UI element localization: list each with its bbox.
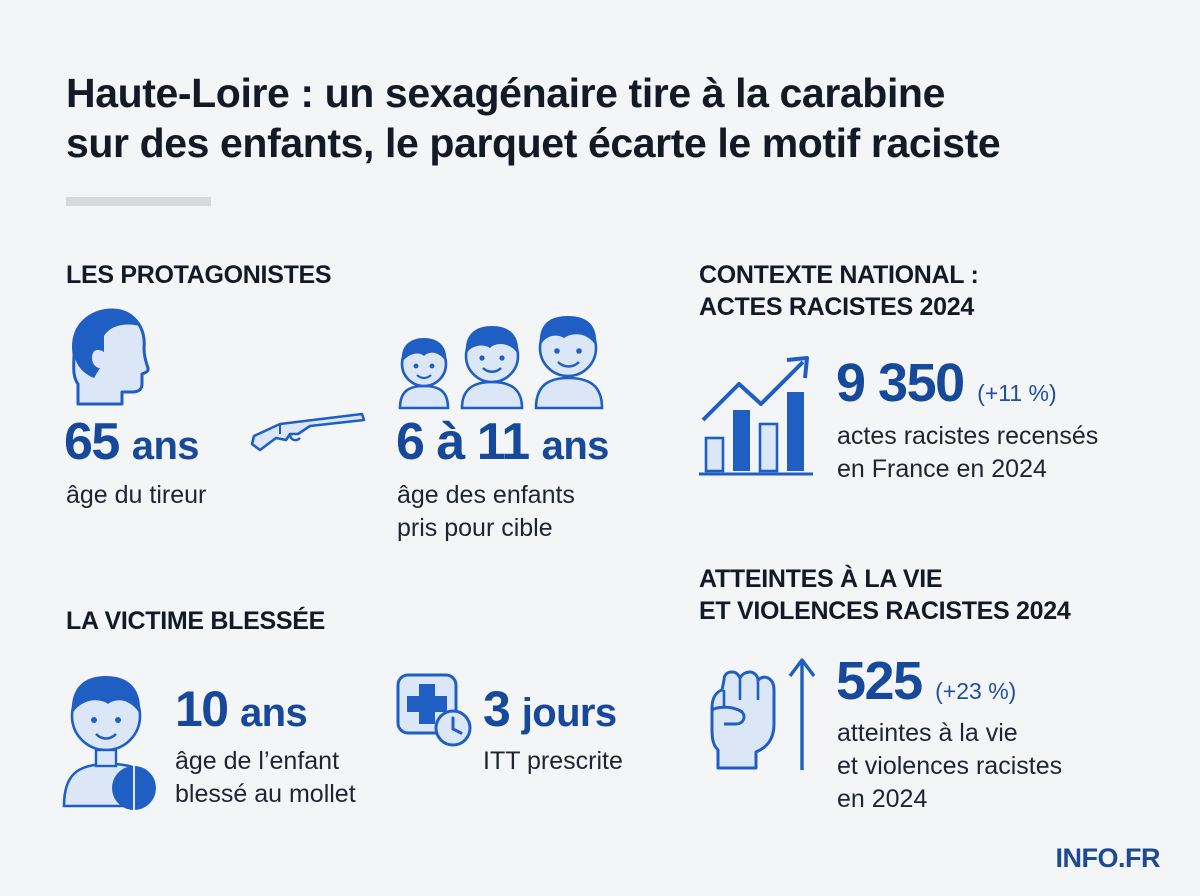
raised-fist-icon bbox=[702, 668, 780, 772]
violence-label-line-3: en 2024 bbox=[837, 785, 928, 813]
children-age-label: âge des enfants pris pour cible bbox=[397, 479, 575, 545]
national-label: actes racistes recensés en France en 202… bbox=[837, 420, 1098, 486]
violence-label: atteintes à la vie et violences racistes… bbox=[837, 717, 1062, 816]
itt-label: ITT prescrite bbox=[483, 747, 623, 775]
national-change: (+11 %) bbox=[977, 380, 1057, 406]
brand-logo: INFO.FR bbox=[1055, 843, 1161, 873]
violence-heading: ATTEINTES À LA VIE ET VIOLENCES RACISTES… bbox=[699, 563, 1071, 627]
title-line-1: Haute-Loire : un sexagénaire tire à la c… bbox=[66, 70, 945, 116]
growth-chart-icon bbox=[697, 354, 815, 478]
shooter-age-label: âge du tireur bbox=[66, 481, 207, 509]
itt-days-number: 3 bbox=[483, 681, 511, 737]
medical-clock-icon bbox=[395, 672, 473, 748]
victim-age-label: âge de l’enfant blessé au mollet bbox=[175, 745, 356, 811]
protagonists-heading: LES PROTAGONISTES bbox=[66, 261, 332, 289]
national-value: 9 350 (+11 %) bbox=[836, 352, 1057, 424]
national-label-line-1: actes racistes recensés bbox=[837, 422, 1099, 450]
children-age-label-line-2: pris pour cible bbox=[397, 514, 553, 542]
national-label-line-2: en France en 2024 bbox=[837, 455, 1047, 483]
victim-age-number: 10 bbox=[175, 681, 229, 737]
children-icon bbox=[396, 312, 612, 410]
violence-heading-line-1: ATTEINTES À LA VIE bbox=[699, 565, 943, 593]
national-heading: CONTEXTE NATIONAL : ACTES RACISTES 2024 bbox=[699, 259, 979, 323]
rifle-icon bbox=[250, 410, 368, 456]
children-age: 6 à 11 ans bbox=[396, 412, 609, 476]
children-age-unit: ans bbox=[541, 424, 610, 468]
victim-age-unit: ans bbox=[240, 691, 308, 735]
itt-days: 3 jours bbox=[483, 680, 617, 742]
victim-heading: LA VICTIME BLESSÉE bbox=[66, 607, 325, 635]
victim-age-label-line-1: âge de l’enfant bbox=[175, 747, 340, 775]
up-arrow-icon bbox=[787, 656, 817, 772]
shooter-age: 65 ans bbox=[64, 412, 200, 476]
title-line-2: sur des enfants, le parquet écarte le mo… bbox=[66, 120, 1001, 166]
victim-age-label-line-2: blessé au mollet bbox=[175, 780, 356, 808]
violence-label-line-1: atteintes à la vie bbox=[837, 719, 1018, 747]
violence-heading-line-2: ET VIOLENCES RACISTES 2024 bbox=[699, 597, 1071, 625]
violence-change: (+23 %) bbox=[935, 678, 1017, 704]
man-head-icon bbox=[64, 306, 150, 406]
violence-value: 525 (+23 %) bbox=[836, 650, 1016, 722]
national-heading-line-1: CONTEXTE NATIONAL : bbox=[699, 261, 979, 289]
page-title: Haute-Loire : un sexagénaire tire à la c… bbox=[66, 68, 1166, 168]
victim-age: 10 ans bbox=[175, 680, 308, 742]
boy-injured-icon bbox=[62, 670, 162, 816]
shooter-age-number: 65 bbox=[64, 413, 120, 471]
children-age-label-line-1: âge des enfants bbox=[397, 481, 575, 509]
violence-label-line-2: et violences racistes bbox=[837, 752, 1063, 780]
national-heading-line-2: ACTES RACISTES 2024 bbox=[699, 293, 974, 321]
national-value-number: 9 350 bbox=[836, 353, 965, 413]
violence-value-number: 525 bbox=[836, 651, 923, 711]
children-age-number: 6 à 11 bbox=[396, 413, 530, 471]
shooter-age-unit: ans bbox=[131, 424, 200, 468]
title-divider bbox=[66, 197, 211, 206]
itt-days-unit: jours bbox=[521, 691, 617, 735]
